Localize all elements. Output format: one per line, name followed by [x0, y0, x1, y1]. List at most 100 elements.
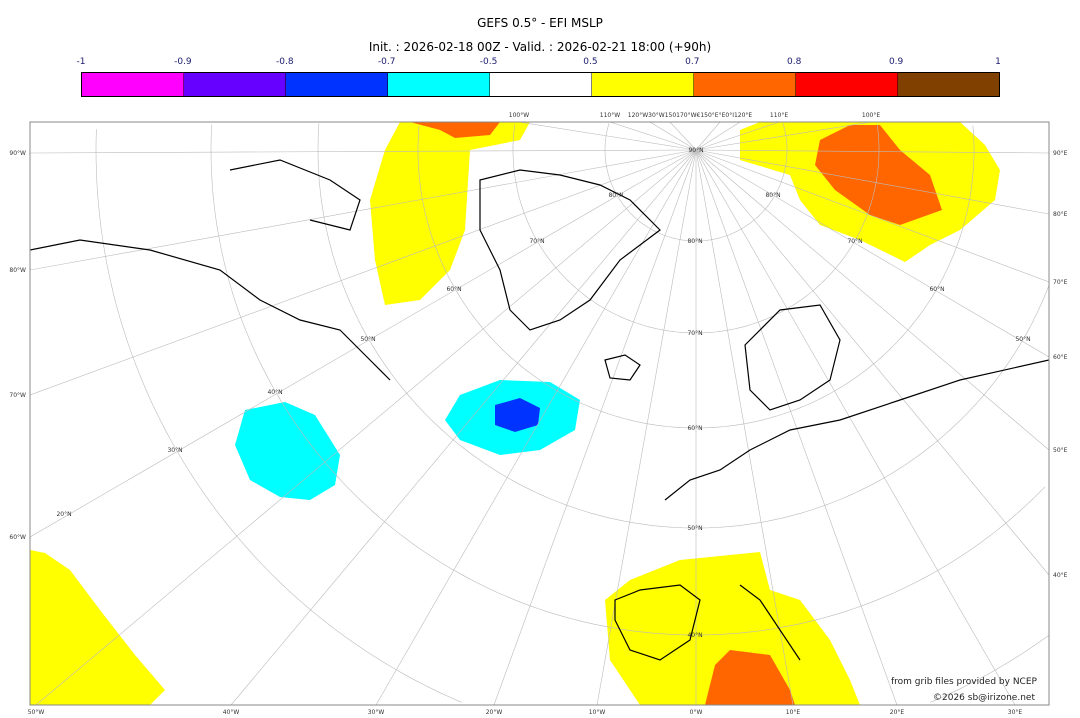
colorbar	[81, 72, 1000, 97]
axis-label: 0°W	[690, 709, 703, 716]
colorbar-tick-label: -0.7	[377, 57, 396, 67]
copyright-credit: ©2026 sb@irizone.net	[933, 693, 1035, 703]
axis-label: 60°N	[687, 425, 702, 432]
axis-label: 60°N	[446, 286, 461, 293]
anomaly-negative-atlantic-west	[235, 402, 340, 500]
axis-label: 10°W	[589, 709, 606, 716]
meridian-line	[35, 149, 697, 705]
colorbar-tick-label: 0.9	[888, 57, 904, 67]
colorbar-segment	[490, 73, 592, 96]
axis-label: 70°N	[529, 238, 544, 245]
meridian-line	[695, 149, 1049, 358]
axis-label: 20°N	[56, 511, 71, 518]
anomaly-positive-southwest	[30, 550, 165, 705]
axis-label: 40°N	[267, 389, 282, 396]
parallel-line	[512, 124, 880, 334]
axis-label: 40°W	[223, 709, 240, 716]
coastlines	[30, 159, 1049, 661]
axis-label: 50°N	[1015, 336, 1030, 343]
axis-label: 60°E	[1053, 354, 1068, 361]
colorbar-tick-label: 0.7	[685, 57, 700, 67]
meridian-line	[695, 122, 780, 151]
axis-label: 40°N	[687, 632, 702, 639]
axis-label: 50°N	[687, 525, 702, 532]
axis-label: 50°W	[28, 709, 45, 716]
axis-label: 90°E	[1053, 150, 1068, 157]
parallel-line	[972, 125, 975, 150]
anomaly-strong-greenland-north	[410, 122, 500, 138]
meridian-line	[695, 122, 741, 151]
axis-label: 30°W	[368, 709, 385, 716]
axis-label: 70°N	[687, 330, 702, 337]
parallel-line	[417, 125, 975, 429]
parallel-line	[782, 123, 788, 150]
meridian-line	[695, 122, 872, 151]
axis-label: 110°W	[600, 112, 620, 119]
axis-label: 70°N	[847, 238, 862, 245]
efi-shading	[30, 122, 1000, 705]
meridian-line	[596, 149, 697, 705]
colorbar-segment	[286, 73, 388, 96]
parallel-line	[930, 635, 1049, 703]
chart-title: GEFS 0.5° - EFI MSLP	[477, 16, 603, 30]
chart-subtitle: Init. : 2026-02-18 00Z - Valid. : 2026-0…	[368, 40, 712, 54]
colorbar-tick-label: -0.5	[479, 57, 498, 67]
colorbar-tick-label: -0.9	[174, 57, 192, 67]
colorbar-tick-label: 0.5	[583, 57, 598, 67]
axis-label: 100°E	[862, 112, 880, 119]
anomaly-positive-greenland-west	[370, 122, 530, 305]
meridian-line	[518, 122, 697, 151]
colorbar-tick-label: -1	[76, 57, 86, 67]
meridian-line	[695, 149, 1049, 283]
meridian-line	[695, 149, 1049, 215]
meridian-line	[30, 149, 697, 396]
axis-label: 80°N	[765, 192, 780, 199]
anomaly-strong-mediterranean	[705, 650, 795, 705]
colorbar-segment	[898, 73, 999, 96]
colorbar-tick-label: 1	[995, 57, 1001, 67]
colorbar-segment	[796, 73, 898, 96]
anomaly-positive-iberia	[605, 552, 860, 705]
axis-label: 20°E	[890, 709, 905, 716]
axis-label: 80°E	[1053, 211, 1068, 218]
colorbar-segment	[694, 73, 796, 96]
axis-label: 80°N	[608, 192, 623, 199]
colorbar-segment	[82, 73, 184, 96]
axis-label: 90°N	[688, 147, 703, 154]
colorbar-segment	[184, 73, 286, 96]
axis-label: 60°N	[929, 286, 944, 293]
anomaly-strong-siberia	[815, 125, 942, 225]
axis-label: 30°N	[167, 447, 182, 454]
graticule	[30, 122, 1049, 705]
meridian-line	[695, 149, 1049, 154]
map-frame	[29, 121, 1050, 706]
axis-label: 120°W30°W150170°W€150°E°E0°I120°E	[628, 112, 753, 119]
colorbar-segment	[592, 73, 694, 96]
axis-label: 50°E	[1053, 447, 1068, 454]
axis-label: 100°W	[509, 112, 529, 119]
meridian-line	[609, 122, 697, 151]
meridian-line	[669, 122, 697, 151]
axis-label: 30°E	[1008, 709, 1023, 716]
axis-label: 20°W	[486, 709, 503, 716]
meridian-line	[649, 122, 697, 151]
meridian-line	[695, 149, 1016, 705]
source-credit: from grib files provided by NCEP	[891, 677, 1037, 687]
meridian-line	[695, 149, 794, 705]
axis-label: 50°N	[360, 336, 375, 343]
axis-label: 80°N	[687, 238, 702, 245]
axis-label: 10°E	[786, 709, 801, 716]
colorbar-tick-label: 0.8	[787, 57, 802, 67]
meridian-line	[695, 149, 1049, 451]
axis-label: 70°W	[9, 392, 26, 399]
axis-label: 80°W	[9, 267, 26, 274]
axis-label: 60°W	[9, 534, 26, 541]
meridian-line	[493, 149, 697, 705]
meridian-line	[695, 122, 721, 151]
parallel-line	[317, 123, 1049, 529]
anomaly-strong-negative-atlantic	[495, 398, 540, 432]
axis-label: 70°E	[1053, 279, 1068, 286]
colorbar-tick-label: -0.8	[275, 57, 294, 67]
meridian-line	[30, 149, 697, 271]
